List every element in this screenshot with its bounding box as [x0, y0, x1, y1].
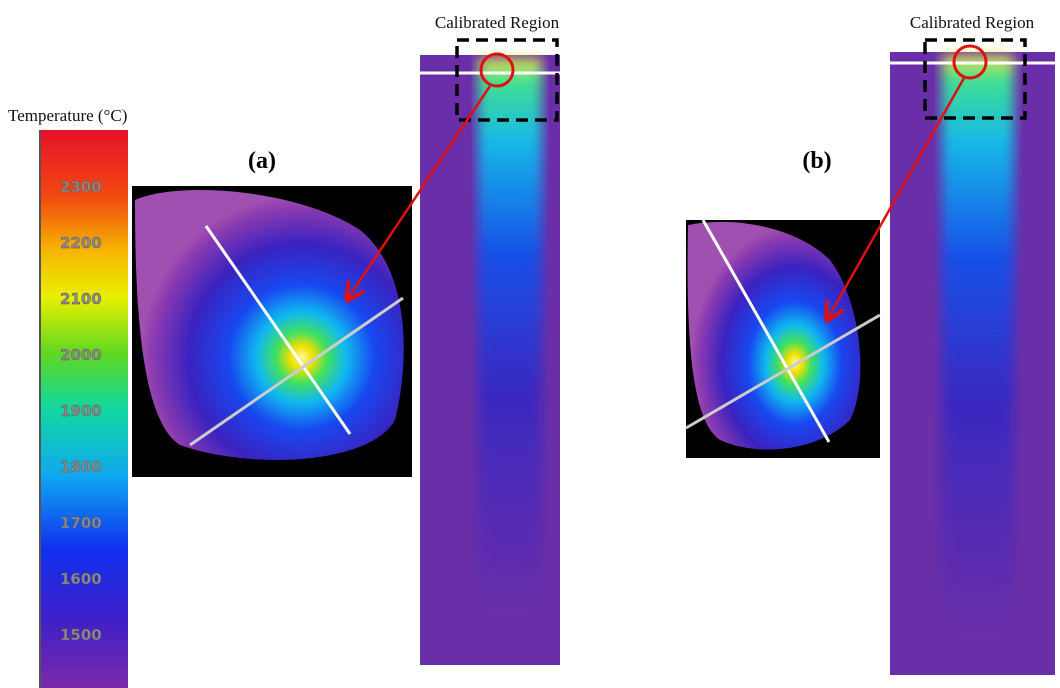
plume — [478, 58, 542, 618]
colorbar-ticks: 2300 2200 2100 2000 1900 1800 1700 1600 1500 — [60, 178, 102, 644]
panel-label: (b) — [802, 148, 831, 174]
colorbar-tick-label: 1800 — [60, 458, 102, 476]
colorbar-tick-label: 1500 — [60, 626, 102, 644]
colorbar-tick-label: 2300 — [60, 178, 102, 196]
region-label: Calibrated Region — [910, 13, 1035, 32]
colorbar-title: Temperature (°C) — [8, 106, 127, 125]
colorbar-tick-label: 1900 — [60, 402, 102, 420]
figure: Temperature (°C) 2300 2200 2100 2000 1900 180… — [0, 0, 1060, 688]
panel-label: (a) — [248, 148, 276, 174]
region-label: Calibrated Region — [435, 13, 560, 32]
colorbar-tick-label: 2000 — [60, 346, 102, 364]
colorbar-tick-label: 1600 — [60, 570, 102, 588]
plume — [942, 55, 1014, 635]
colorbar-tick-label: 1700 — [60, 514, 102, 532]
colorbar-tick-label: 2200 — [60, 234, 102, 252]
colorbar-tick-label: 2100 — [60, 290, 102, 308]
